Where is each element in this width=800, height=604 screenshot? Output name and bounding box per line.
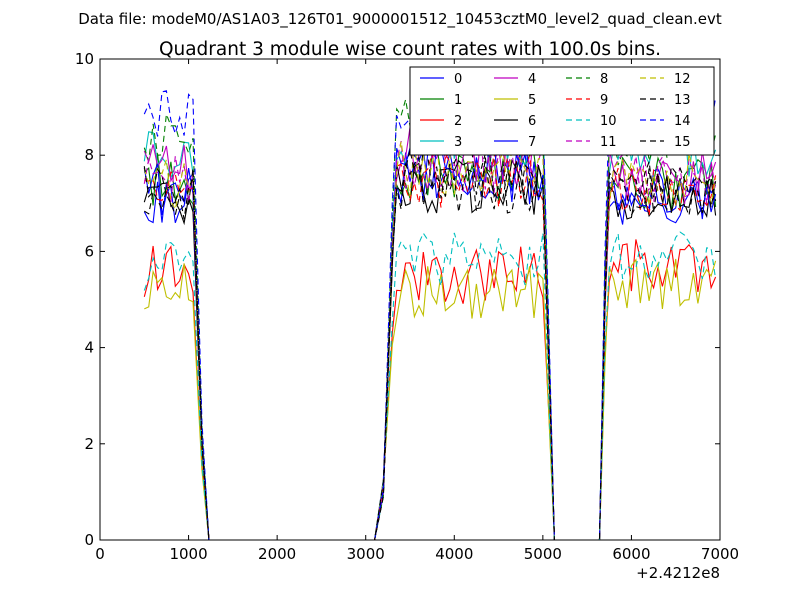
legend-label-2: 2 bbox=[454, 114, 462, 129]
legend-label-14: 14 bbox=[674, 114, 691, 129]
series-line-6 bbox=[143, 158, 717, 541]
series-line-13 bbox=[144, 156, 717, 541]
y-tick-label: 6 bbox=[84, 242, 94, 260]
chart-title: Quadrant 3 module wise count rates with … bbox=[159, 39, 661, 60]
plot-frame bbox=[99, 58, 721, 541]
legend-label-15: 15 bbox=[674, 135, 691, 150]
x-tick-label: 2000 bbox=[258, 545, 296, 563]
legend-label-13: 13 bbox=[674, 93, 691, 108]
series-line-11 bbox=[143, 137, 717, 541]
series-line-15 bbox=[143, 146, 717, 541]
y-tick-label: 2 bbox=[84, 435, 94, 453]
series-line-4 bbox=[143, 127, 717, 541]
figure-suptitle: Data file: modeM0/AS1A03_126T01_90000015… bbox=[78, 10, 722, 29]
legend-label-11: 11 bbox=[600, 135, 617, 150]
legend-label-7: 7 bbox=[528, 135, 536, 150]
x-axis: 0 1000 2000 3000 4000 5000 6000 7000 bbox=[95, 59, 739, 563]
x-tick-label: 0 bbox=[95, 545, 105, 563]
legend-label-12: 12 bbox=[674, 72, 691, 87]
series-line-10 bbox=[143, 231, 717, 541]
legend-label-10: 10 bbox=[600, 114, 617, 129]
x-tick-label: 1000 bbox=[169, 545, 207, 563]
x-tick-label: 6000 bbox=[612, 545, 650, 563]
legend-label-9: 9 bbox=[600, 93, 608, 108]
legend-label-5: 5 bbox=[528, 93, 536, 108]
x-tick-label: 7000 bbox=[701, 545, 739, 563]
series-line-8 bbox=[143, 97, 717, 541]
x-tick-label: 3000 bbox=[347, 545, 385, 563]
legend-label-6: 6 bbox=[528, 114, 536, 129]
y-tick-label: 0 bbox=[84, 531, 94, 549]
y-tick-label: 10 bbox=[75, 50, 94, 68]
series-line-5 bbox=[144, 258, 717, 541]
legend-label-4: 4 bbox=[528, 72, 536, 87]
legend-box bbox=[409, 66, 715, 156]
y-tick-label: 4 bbox=[84, 339, 94, 357]
x-tick-label: 5000 bbox=[524, 545, 562, 563]
x-offset-label: +2.4212e8 bbox=[636, 564, 720, 582]
legend-label-1: 1 bbox=[454, 93, 462, 108]
legend-label-8: 8 bbox=[600, 72, 608, 87]
x-tick-label: 4000 bbox=[435, 545, 473, 563]
y-tick-label: 8 bbox=[84, 146, 94, 164]
legend-label-3: 3 bbox=[454, 135, 462, 150]
series-line-7 bbox=[143, 142, 717, 541]
legend-label-0: 0 bbox=[454, 72, 462, 87]
